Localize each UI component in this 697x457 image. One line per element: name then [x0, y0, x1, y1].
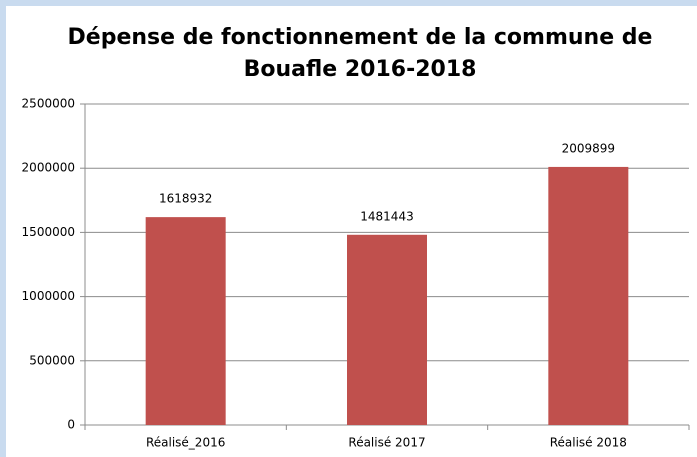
bar — [145, 217, 226, 425]
chart-title: Dépense de fonctionnement de la commune … — [67, 25, 653, 82]
x-tick-label: Réalisé 2017 — [348, 436, 425, 450]
y-tick-label: 2000000 — [22, 161, 75, 175]
data-label: 1618932 — [159, 192, 212, 206]
bar — [347, 234, 427, 425]
data-label: 2009899 — [562, 141, 615, 155]
x-tick-label: Réalisé 2018 — [550, 436, 627, 450]
x-tick-label: Réalisé_2016 — [146, 436, 225, 450]
bar — [548, 166, 629, 426]
y-tick-label: 2500000 — [22, 97, 75, 111]
data-label: 1481443 — [360, 209, 413, 223]
y-tick-label: 1500000 — [22, 225, 75, 239]
y-tick-label: 0 — [67, 418, 75, 432]
y-tick-label: 1000000 — [22, 289, 75, 303]
y-tick-label: 500000 — [29, 353, 75, 367]
